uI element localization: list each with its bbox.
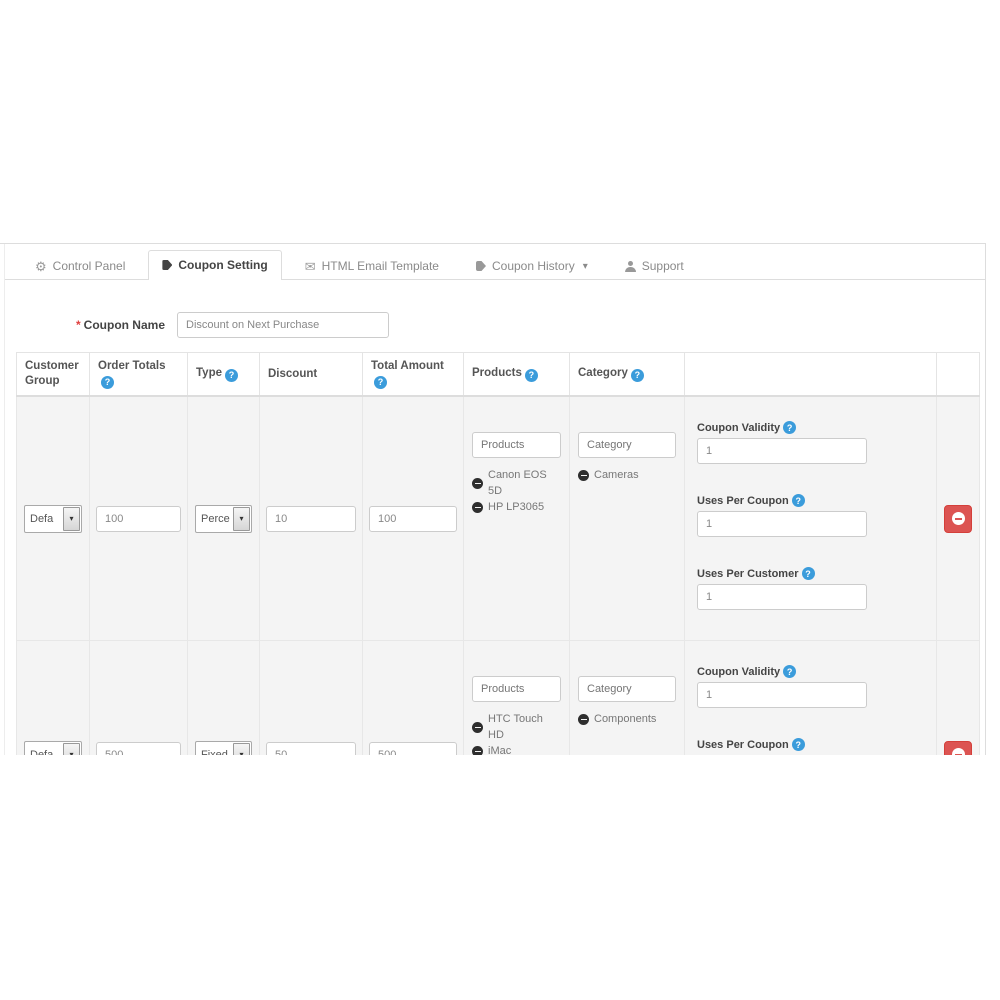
tab-html-email-template[interactable]: ✉ HTML Email Template	[291, 251, 453, 280]
coupon-rule-row: Defa ▾ Perce ▾ Canon EOS 5D	[16, 395, 980, 641]
tab-label: Coupon Setting	[178, 258, 268, 272]
help-icon[interactable]	[791, 494, 805, 507]
order-total-input[interactable]	[96, 505, 181, 532]
uses-per-customer-input[interactable]	[697, 584, 867, 610]
tag-icon	[162, 260, 173, 270]
category-autocomplete-input[interactable]	[578, 432, 676, 458]
product-token[interactable]: HP LP3065	[472, 499, 561, 515]
select-arrow-icon: ▾	[63, 742, 80, 755]
coupon-name-input[interactable]	[177, 312, 389, 338]
table-header-row: Customer Group Order Totals Type Discoun…	[16, 352, 980, 397]
header-order-totals: Order Totals	[89, 352, 188, 397]
tab-bar: ⚙ Control Panel Coupon Setting ✉ HTML Em…	[5, 244, 985, 280]
coupon-name-label: * Coupon Name	[75, 318, 165, 332]
product-token[interactable]: iMac	[472, 743, 561, 755]
coupon-validity-group: Coupon Validity	[697, 421, 924, 464]
minus-circle-icon	[951, 748, 965, 755]
remove-product-icon[interactable]	[472, 501, 483, 513]
help-icon[interactable]	[225, 368, 238, 382]
select-arrow-icon: ▾	[233, 506, 250, 531]
header-discount: Discount	[259, 352, 363, 397]
help-icon[interactable]	[783, 665, 797, 678]
total-amount-input[interactable]	[369, 505, 457, 532]
header-customer-group: Customer Group	[16, 352, 90, 397]
type-select[interactable]: Perce ▾	[195, 504, 252, 533]
tab-support[interactable]: Support	[611, 251, 698, 280]
product-token[interactable]: Canon EOS 5D	[472, 467, 561, 499]
content-top-divider	[0, 243, 986, 244]
help-icon[interactable]	[783, 421, 797, 434]
uses-per-coupon-label: Uses Per Coupon	[697, 738, 924, 751]
discount-input[interactable]	[266, 741, 356, 755]
uses-per-customer-label: Uses Per Customer	[697, 567, 924, 580]
category-token[interactable]: Components	[578, 711, 676, 727]
uses-per-coupon-input[interactable]	[697, 511, 867, 537]
products-autocomplete-input[interactable]	[472, 432, 561, 458]
uses-per-coupon-group: Uses Per Coupon	[697, 738, 924, 755]
select-arrow-icon: ▾	[233, 742, 250, 755]
help-icon[interactable]	[101, 375, 114, 389]
gear-icon: ⚙	[35, 258, 47, 274]
remove-product-icon[interactable]	[472, 477, 483, 489]
caret-down-icon: ▾	[582, 260, 588, 272]
tab-coupon-history[interactable]: Coupon History ▾	[462, 251, 602, 280]
select-arrow-icon: ▾	[63, 506, 80, 531]
total-amount-input[interactable]	[369, 741, 457, 755]
tab-label: Control Panel	[52, 259, 126, 273]
tab-label: Support	[641, 259, 684, 273]
product-token[interactable]: HTC Touch HD	[472, 711, 561, 743]
selected-categories-list: Cameras	[578, 467, 676, 483]
products-autocomplete-input[interactable]	[472, 676, 561, 702]
coupon-validity-label: Coupon Validity	[697, 665, 924, 678]
help-icon[interactable]	[801, 567, 815, 580]
header-actions	[936, 352, 980, 397]
remove-product-icon[interactable]	[472, 721, 483, 733]
help-icon[interactable]	[524, 368, 538, 382]
discount-input[interactable]	[266, 505, 356, 532]
envelope-icon: ✉	[304, 258, 316, 274]
remove-rule-button[interactable]	[944, 740, 972, 755]
coupon-validity-input[interactable]	[697, 438, 867, 464]
coupon-rule-row: Defa ▾ Fixed ▾ HTC Touch HD	[16, 640, 980, 755]
header-type: Type	[187, 352, 260, 397]
coupon-validity-group: Coupon Validity	[697, 665, 924, 708]
coupon-validity-input[interactable]	[697, 682, 867, 708]
minus-circle-icon	[951, 512, 965, 525]
coupon-validity-label: Coupon Validity	[697, 421, 924, 434]
coupon-rules-table: Customer Group Order Totals Type Discoun…	[16, 352, 980, 755]
tab-control-panel[interactable]: ⚙ Control Panel	[21, 251, 139, 280]
remove-category-icon[interactable]	[578, 713, 589, 725]
tab-coupon-setting[interactable]: Coupon Setting	[148, 250, 282, 280]
selected-categories-list: Components	[578, 711, 676, 727]
remove-product-icon[interactable]	[472, 745, 483, 755]
coupon-settings-panel: ⚙ Control Panel Coupon Setting ✉ HTML Em…	[4, 244, 986, 755]
user-icon	[624, 260, 636, 272]
help-icon[interactable]	[791, 738, 805, 751]
remove-category-icon[interactable]	[578, 469, 589, 481]
tags-icon	[475, 261, 486, 271]
selected-products-list: HTC Touch HD iMac	[472, 711, 561, 755]
required-asterisk: *	[75, 318, 81, 332]
header-products: Products	[463, 352, 570, 397]
coupon-name-row: * Coupon Name	[5, 312, 985, 338]
header-total-amount: Total Amount	[362, 352, 464, 397]
uses-per-customer-group: Uses Per Customer	[697, 567, 924, 610]
category-token[interactable]: Cameras	[578, 467, 676, 483]
type-select[interactable]: Fixed ▾	[195, 740, 252, 755]
tab-label: HTML Email Template	[321, 259, 439, 273]
help-icon[interactable]	[374, 375, 387, 389]
customer-group-select[interactable]: Defa ▾	[24, 504, 82, 533]
uses-per-coupon-label: Uses Per Coupon	[697, 494, 924, 507]
remove-rule-button[interactable]	[944, 504, 972, 533]
uses-per-coupon-group: Uses Per Coupon	[697, 494, 924, 537]
order-total-input[interactable]	[96, 741, 181, 755]
header-coupon-limits	[684, 352, 937, 397]
category-autocomplete-input[interactable]	[578, 676, 676, 702]
help-icon[interactable]	[630, 368, 644, 382]
header-category: Category	[569, 352, 685, 397]
tab-label: Coupon History	[491, 259, 575, 273]
customer-group-select[interactable]: Defa ▾	[24, 740, 82, 755]
selected-products-list: Canon EOS 5D HP LP3065	[472, 467, 561, 515]
